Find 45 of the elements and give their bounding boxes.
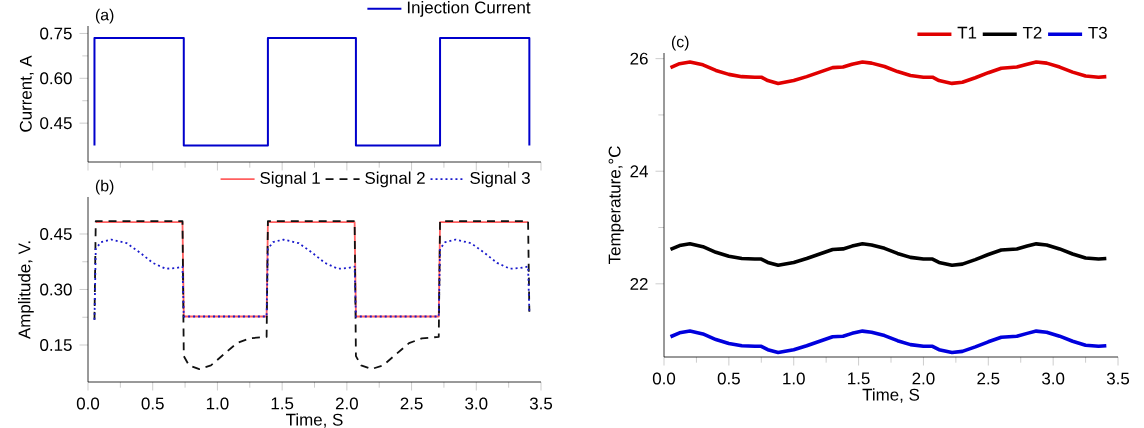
y-tick-label: 24	[630, 165, 648, 178]
y-tick-label: 0.45	[40, 117, 72, 130]
line-series	[93, 220, 531, 370]
line-series	[668, 329, 1109, 355]
x-tick-label: 3.5	[529, 397, 553, 410]
y-axis-title: Current, A	[19, 55, 34, 132]
x-tick-label: 2.5	[977, 372, 1000, 385]
x-tick-label: 1.5	[848, 372, 870, 385]
y-axis-title: Amplitude, V.	[17, 241, 34, 340]
x-tick-label: 2.0	[335, 397, 358, 410]
y-tick-label: 0.45	[40, 228, 72, 240]
x-tick-label: 1.0	[783, 372, 805, 385]
legend-label: Signal 2	[365, 171, 425, 188]
x-tick-label: 1.0	[206, 397, 229, 410]
line-series	[668, 242, 1109, 268]
legend-label: Signal 1	[260, 171, 320, 188]
legend-label: T2	[1022, 26, 1042, 39]
text: (a)	[95, 8, 114, 24]
y-tick-label: 0.75	[40, 27, 72, 40]
x-tick-label: 0.0	[76, 397, 100, 410]
y-tick-label: 26	[630, 52, 648, 65]
x-tick-label: 1.5	[271, 397, 294, 410]
text: (b)	[95, 179, 114, 195]
line-series	[668, 60, 1109, 86]
text: (c)	[671, 35, 689, 51]
x-tick-label: 0.0	[652, 372, 676, 385]
x-tick-label: 2.0	[912, 372, 935, 385]
x-tick-label: 3.5	[1106, 372, 1130, 385]
y-tick-label: 0.60	[40, 72, 72, 85]
y-tick-label: 0.30	[40, 283, 72, 296]
x-axis-title: Time, S	[286, 413, 343, 428]
x-tick-label: 0.5	[717, 372, 740, 385]
x-axis-title: Time, S	[862, 388, 920, 403]
y-tick-label: 22	[630, 277, 648, 290]
x-tick-label: 3.0	[1042, 372, 1065, 385]
x-tick-label: 0.5	[141, 397, 164, 410]
y-axis-title: Temperature,°C	[608, 146, 624, 265]
y-tick-label: 0.15	[40, 339, 72, 351]
legend-label: Injection Current	[407, 1, 531, 17]
legend-label: T3	[1088, 26, 1107, 39]
line-series	[93, 238, 531, 321]
legend-label: T1	[957, 26, 977, 39]
x-tick-label: 2.5	[400, 397, 423, 410]
x-tick-label: 3.0	[465, 397, 488, 410]
legend-label: Signal 3	[470, 171, 530, 188]
